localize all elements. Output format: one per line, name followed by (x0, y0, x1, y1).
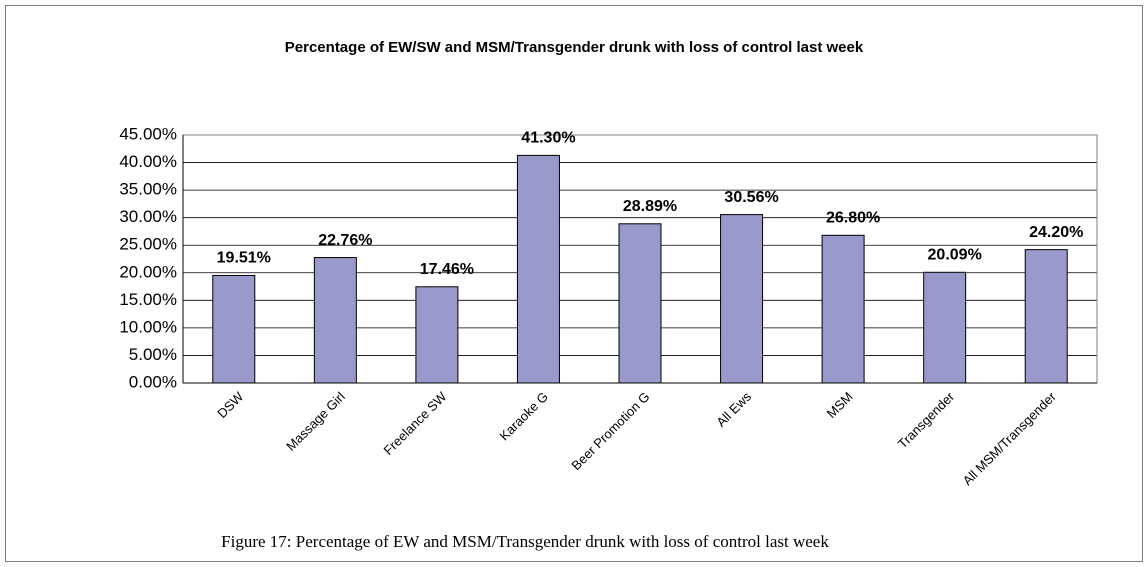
y-tick-label: 10.00% (119, 317, 177, 336)
value-label: 24.20% (1029, 224, 1083, 241)
bar (720, 214, 764, 384)
value-label: 30.56% (724, 189, 778, 206)
y-tick-label: 30.00% (119, 207, 177, 226)
bar (1024, 249, 1068, 384)
y-tick-label: 5.00% (129, 345, 177, 364)
value-label: 17.46% (420, 261, 474, 278)
bar (415, 286, 459, 384)
bar (516, 154, 560, 384)
chart-title: Percentage of EW/SW and MSM/Transgender … (285, 39, 864, 56)
caption: Figure 17: Percentage of EW and MSM/Tran… (221, 532, 829, 551)
y-tick-label: 0.00% (129, 372, 177, 391)
y-tick-label: 20.00% (119, 262, 177, 281)
y-tick-label: 35.00% (119, 180, 177, 199)
bar (313, 257, 357, 384)
y-tick-label: 15.00% (119, 290, 177, 309)
y-tick-label: 40.00% (119, 152, 177, 171)
value-label: 20.09% (928, 247, 982, 264)
bar (618, 223, 662, 384)
y-tick-label: 45.00% (119, 124, 177, 143)
value-label: 26.80% (826, 210, 880, 227)
value-label: 19.51% (217, 250, 271, 267)
bar (821, 234, 865, 384)
y-tick-label: 25.00% (119, 235, 177, 254)
value-label: 41.30% (521, 130, 575, 147)
bar (923, 271, 967, 384)
bar (212, 274, 256, 384)
value-label: 28.89% (623, 198, 677, 215)
value-label: 22.76% (318, 232, 372, 249)
